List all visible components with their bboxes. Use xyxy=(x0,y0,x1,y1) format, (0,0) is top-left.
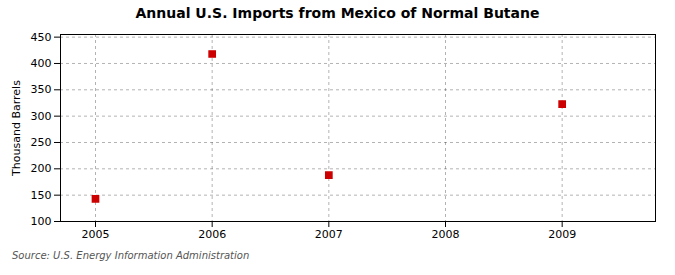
svg-text:2007: 2007 xyxy=(315,228,343,241)
svg-text:2005: 2005 xyxy=(82,228,110,241)
svg-text:100: 100 xyxy=(31,215,52,228)
svg-text:400: 400 xyxy=(31,57,52,70)
svg-text:2006: 2006 xyxy=(198,228,226,241)
svg-text:200: 200 xyxy=(31,162,52,175)
svg-text:300: 300 xyxy=(31,110,52,123)
svg-text:2009: 2009 xyxy=(548,228,576,241)
svg-text:Thousand Barrels: Thousand Barrels xyxy=(10,80,23,177)
html-text:Source: U.S. Energy Informatio: Source: U.S. Energy Information Administ… xyxy=(12,250,250,261)
svg-text:450: 450 xyxy=(31,31,52,44)
html-text:Annual U.S. Imports from Mexic: Annual U.S. Imports from Mexico of Norma… xyxy=(135,5,540,21)
svg-text:350: 350 xyxy=(31,83,52,96)
svg-text:250: 250 xyxy=(31,136,52,149)
svg-text:150: 150 xyxy=(31,189,52,202)
svg-text:2008: 2008 xyxy=(432,228,460,241)
